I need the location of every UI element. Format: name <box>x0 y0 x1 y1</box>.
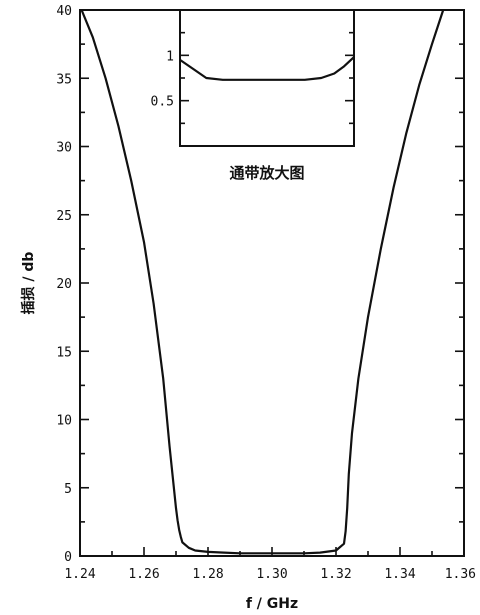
y-tick-label: 0 <box>64 550 72 565</box>
x-tick-label: 1.32 <box>320 567 351 582</box>
y-tick-label: 30 <box>56 141 72 156</box>
y-tick-label: 35 <box>56 72 72 87</box>
x-tick-label: 1.24 <box>64 567 95 582</box>
insertion-loss-curve <box>80 9 445 555</box>
x-tick-label: 1.28 <box>192 567 223 582</box>
y-tick-label: 5 <box>64 482 72 497</box>
y-tick-label: 25 <box>56 209 72 224</box>
y-tick-label: 40 <box>56 4 72 19</box>
inset-caption: 通带放大图 <box>229 164 304 182</box>
y-tick-label: 15 <box>56 345 72 360</box>
x-axis-title: f / GHz <box>246 596 298 612</box>
inset-y-tick-label: 0.5 <box>151 95 174 110</box>
y-tick-label: 20 <box>56 277 72 292</box>
inset-y-tick-label: 1 <box>166 49 174 64</box>
passband-zoom-curve <box>179 56 355 81</box>
y-axis-title: 插损 / db <box>20 252 37 315</box>
x-tick-label: 1.30 <box>256 567 287 582</box>
x-tick-label: 1.26 <box>128 567 159 582</box>
main-plot-frame <box>79 9 465 557</box>
inset-curve-layer <box>179 56 355 81</box>
main-curve-layer <box>80 9 445 555</box>
y-tick-label: 10 <box>56 414 72 429</box>
x-tick-label: 1.36 <box>445 567 476 582</box>
x-tick-label: 1.34 <box>384 567 415 582</box>
